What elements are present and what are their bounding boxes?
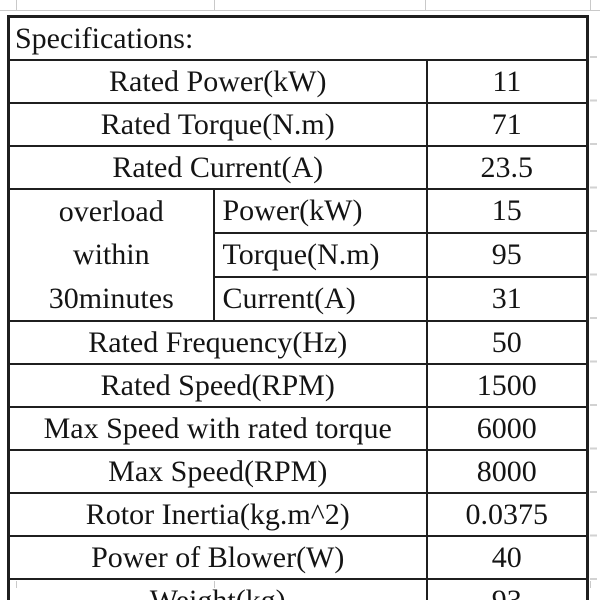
- table-row-title: Specifications:: [7, 15, 589, 61]
- spec-label: Rated Torque(N.m): [7, 101, 428, 147]
- spec-label: Rated Frequency(Hz): [7, 320, 428, 365]
- specifications-table-wrapper: Specifications: Rated Power(kW) 11 Rated…: [7, 15, 590, 600]
- spec-label: Rotor Inertia(kg.m^2): [7, 492, 428, 537]
- spec-value: 1500: [425, 363, 589, 408]
- table-row-overload-power: overload within 30minutes Power(kW) 15: [7, 187, 589, 322]
- table-row-max-speed-rated-torque: Max Speed with rated torque 6000: [7, 406, 589, 451]
- spec-label: Rated Power(kW): [7, 58, 428, 104]
- faint-gridline-stub: [16, 0, 17, 10]
- overload-label-line: 30minutes: [48, 281, 174, 315]
- overload-label-line: within: [72, 238, 150, 271]
- spec-value: 0.0375: [425, 492, 589, 537]
- spec-value: 93: [425, 578, 589, 600]
- table-row-rated-torque: Rated Torque(N.m) 71: [7, 101, 589, 147]
- spec-value: 40: [425, 535, 589, 580]
- spec-value: 11: [425, 58, 589, 104]
- faint-gridline-top: [0, 10, 600, 11]
- overload-group-cell: overload within 30minutes: [7, 187, 215, 322]
- table-row-rated-current: Rated Current(A) 23.5: [7, 144, 589, 190]
- spec-label: Max Speed(RPM): [7, 449, 428, 494]
- faint-gridline-stub: [214, 0, 215, 10]
- faint-gridline-stub: [425, 0, 426, 10]
- specifications-table: Specifications: Rated Power(kW) 11 Rated…: [7, 15, 590, 600]
- spec-label: Max Speed with rated torque: [7, 406, 428, 451]
- spec-label: Power of Blower(W): [7, 535, 428, 580]
- spec-value: 71: [425, 101, 589, 147]
- spec-value: 6000: [425, 406, 589, 451]
- table-row-max-speed: Max Speed(RPM) 8000: [7, 449, 589, 494]
- spec-label: Rated Speed(RPM): [7, 363, 428, 408]
- faint-gridline-stub: [590, 581, 591, 588]
- spec-value: 8000: [425, 449, 589, 494]
- spec-value: 23.5: [425, 144, 589, 190]
- table-row-rated-speed: Rated Speed(RPM) 1500: [7, 363, 589, 408]
- table-row-rated-frequency: Rated Frequency(Hz) 50: [7, 320, 589, 365]
- faint-gridline-stub: [590, 0, 591, 10]
- spec-value: 95: [425, 231, 589, 278]
- spec-value: 31: [425, 275, 589, 323]
- spec-label: Weight(kg): [7, 578, 428, 600]
- faint-gridline-right-stubs: [590, 56, 597, 580]
- table-row-rated-power: Rated Power(kW) 11: [7, 58, 589, 104]
- spec-value: 15: [425, 187, 589, 234]
- spec-label: Power(kW): [212, 187, 428, 234]
- table-row-overload-torque: Torque(N.m) 95: [9, 231, 589, 278]
- spec-value: 50: [425, 320, 589, 365]
- table-row-overload-current: Current(A) 31: [9, 275, 589, 323]
- table-title: Specifications:: [7, 15, 589, 61]
- spec-label: Current(A): [212, 275, 428, 323]
- overload-label-line: overload: [58, 194, 164, 228]
- table-row-blower-power: Power of Blower(W) 40: [7, 535, 589, 580]
- spec-label: Torque(N.m): [212, 231, 428, 278]
- table-row-rotor-inertia: Rotor Inertia(kg.m^2) 0.0375: [7, 492, 589, 537]
- table-row-weight: Weight(kg) 93: [7, 578, 589, 600]
- spec-label: Rated Current(A): [7, 144, 428, 190]
